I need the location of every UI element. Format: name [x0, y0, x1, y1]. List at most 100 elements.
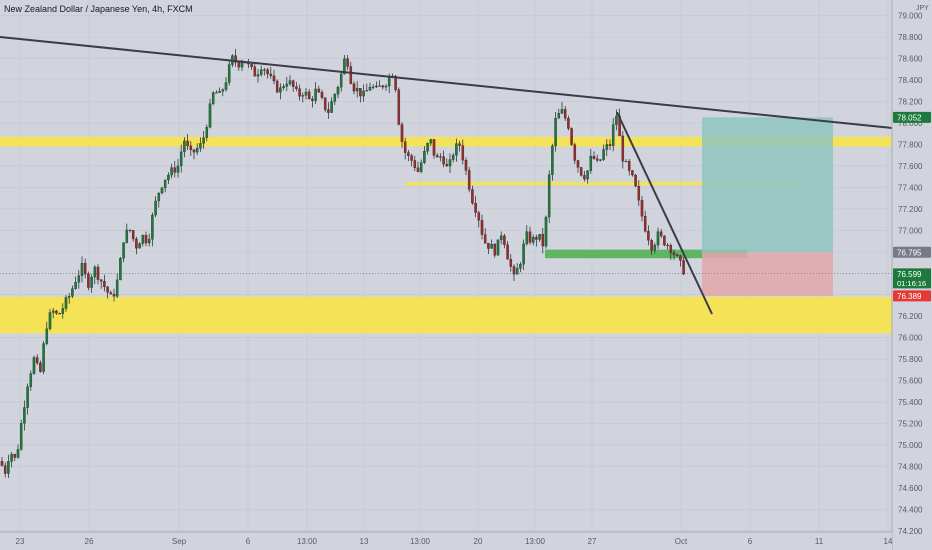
candle-body	[557, 113, 561, 119]
candle-body	[631, 170, 634, 176]
candle-body	[58, 313, 61, 315]
candle-body	[663, 235, 666, 246]
candle-body	[106, 286, 109, 293]
candle-body	[269, 73, 273, 77]
price-axis: 79.000 78.800 78.600 78.400 78.200 78.000 77.8…	[891, 0, 932, 550]
candle-body	[579, 167, 583, 176]
candle-body	[227, 64, 231, 83]
y-tick-label: 75.800	[898, 355, 923, 364]
candle-body	[19, 423, 23, 450]
candle-body	[375, 85, 378, 88]
candle-body	[467, 170, 471, 190]
candle-body	[419, 162, 423, 172]
candle-body	[682, 260, 685, 275]
candle-body	[490, 244, 493, 249]
candle-body	[413, 160, 417, 169]
candle-body	[3, 465, 7, 474]
candle-body	[634, 174, 637, 187]
x-tick-label: 13:00	[525, 537, 546, 546]
candle-body	[189, 145, 193, 150]
candle-body	[679, 255, 682, 261]
candle-body	[26, 386, 29, 408]
candle-body	[266, 69, 269, 75]
price-badge-label: 78.052	[897, 113, 922, 122]
y-tick-label: 75.600	[898, 377, 923, 386]
price-badge-label: 76.389	[897, 292, 922, 301]
candle-body	[71, 288, 74, 297]
candle-body	[547, 174, 551, 218]
candle-body	[256, 74, 260, 77]
candle-body	[327, 109, 330, 113]
candle-body	[64, 297, 68, 309]
candle-body	[176, 165, 180, 173]
candle-body	[221, 89, 225, 92]
price-badge-target	[893, 111, 931, 123]
candle-body	[67, 296, 71, 298]
candle-body	[499, 235, 503, 240]
candle-body	[301, 95, 305, 97]
candle-body	[119, 258, 122, 281]
candle-body	[263, 69, 266, 71]
candle-body	[535, 236, 538, 240]
candle-body	[519, 264, 522, 269]
candle-body	[186, 140, 189, 147]
candle-body	[272, 75, 276, 82]
candle-body	[621, 135, 625, 162]
price-badge-stop	[893, 290, 931, 302]
candle-body	[666, 244, 669, 246]
y-tick-label: 78.600	[898, 54, 923, 63]
candle-body	[55, 310, 58, 314]
price-badge-label: 76.795	[897, 248, 922, 257]
y-tick-label: 74.600	[898, 484, 923, 493]
candle-body	[503, 235, 506, 245]
y-tick-label: 75.000	[898, 441, 923, 450]
candle-body	[381, 85, 385, 88]
y-tick-label: 77.000	[898, 226, 923, 235]
candle-body	[323, 97, 327, 110]
candle-body	[317, 88, 321, 93]
candle-body	[307, 91, 311, 100]
x-tick-label: 6	[246, 537, 251, 546]
time-axis: 23 26 Sep 6 13:00 13 13:00 20 13:00 27 Oct 6 11 14	[0, 531, 893, 550]
y-tick-label: 75.200	[898, 420, 923, 429]
candle-body	[74, 282, 77, 289]
x-tick-label: 26	[85, 537, 94, 546]
descending-resistance-trendline	[0, 36, 893, 129]
candle-body	[599, 159, 602, 161]
candle-body	[531, 236, 535, 243]
x-tick-label: 13:00	[410, 537, 431, 546]
candle-body	[343, 58, 346, 75]
x-tick-label: Sep	[172, 537, 187, 546]
candle-body	[509, 259, 513, 267]
candle-body	[525, 231, 529, 245]
short-term-downtrend-line	[616, 111, 713, 315]
candle-body	[173, 167, 177, 173]
candle-body	[592, 155, 596, 159]
candle-body	[115, 279, 119, 297]
currency-label: JPY	[916, 5, 929, 12]
candle-body	[23, 407, 26, 424]
candle-body	[541, 234, 545, 247]
candle-body	[183, 140, 186, 153]
entry-level	[545, 249, 747, 259]
candle-body	[330, 101, 333, 113]
candle-body	[45, 328, 49, 344]
candle-body	[51, 310, 55, 313]
candle-body	[0, 461, 4, 466]
candle-body	[96, 266, 100, 280]
candle-body	[602, 149, 605, 160]
candle-body	[83, 263, 87, 275]
candle-body	[387, 77, 391, 87]
candle-body	[653, 244, 657, 251]
candle-body	[339, 73, 343, 88]
candle-body	[371, 86, 375, 88]
candle-body	[474, 202, 477, 213]
price-badge-entry	[893, 246, 931, 258]
price-badge-label: 76.599	[897, 270, 922, 279]
x-tick-label: Oct	[675, 537, 688, 546]
candle-body	[151, 214, 154, 240]
candle-body	[141, 235, 145, 244]
candle-body	[442, 156, 445, 165]
candle-body	[87, 273, 90, 288]
